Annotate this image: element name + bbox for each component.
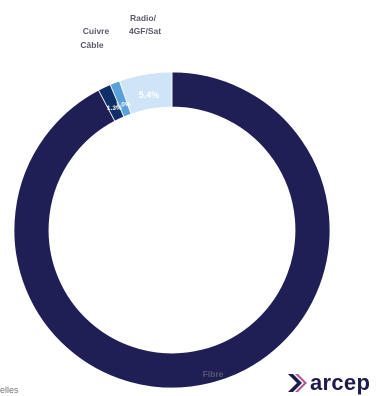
value-label-0: 92.3% [185,317,219,331]
category-labels: Fibre Câble Cuivre Radio/4GF/Sat [80,13,223,379]
value-label-1: 1.3% [107,105,122,112]
category-label-cuivre: Cuivre [83,26,110,36]
category-label-radio-line-0: Radio/ [130,13,157,23]
logo-text: arcep [310,370,371,395]
footnote: elles [0,385,19,395]
arcep-chevron-icon [288,374,307,392]
category-label-c-ble: Câble [80,40,103,50]
slice-radio-4gf-sat [118,71,173,115]
slice-fibre [13,71,331,389]
donut-slices [13,71,331,389]
value-label-2: 1.0% [116,101,131,108]
arcep-logo: arcep [286,372,370,394]
value-labels: 92.3% 1.3%1.0% 5.4% [107,90,219,331]
category-label-radio-line-1: 4GF/Sat [129,26,161,36]
category-label-fibre: Fibre [203,369,224,379]
value-label-3: 5.4% [139,90,160,100]
